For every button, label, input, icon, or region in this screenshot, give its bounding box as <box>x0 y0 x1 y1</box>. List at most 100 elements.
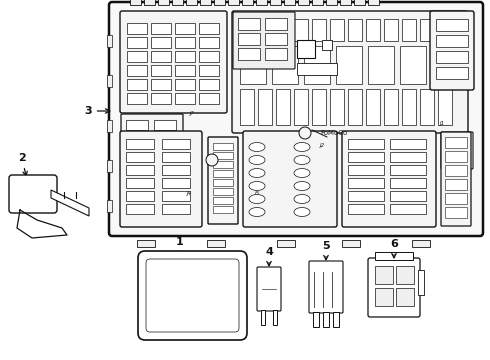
FancyBboxPatch shape <box>233 12 295 69</box>
Bar <box>126 204 154 214</box>
Bar <box>154 133 176 143</box>
Bar <box>107 200 112 212</box>
Ellipse shape <box>249 181 265 190</box>
Bar <box>256 0 267 5</box>
Bar <box>213 143 233 150</box>
Bar <box>294 19 308 41</box>
Bar <box>213 179 233 186</box>
Bar <box>312 19 326 41</box>
Bar <box>445 165 467 176</box>
Bar <box>348 19 362 41</box>
Bar <box>323 312 329 327</box>
Bar <box>368 46 394 84</box>
Bar <box>162 178 190 188</box>
Ellipse shape <box>294 168 310 177</box>
Text: J2: J2 <box>320 143 325 148</box>
Bar <box>445 151 467 162</box>
Bar <box>265 48 287 60</box>
Bar <box>199 37 219 48</box>
Bar <box>214 0 225 5</box>
Bar <box>297 40 315 58</box>
Bar <box>368 0 379 5</box>
Bar <box>213 197 233 204</box>
Bar <box>151 65 171 76</box>
Bar <box>154 146 176 156</box>
Bar <box>330 19 344 41</box>
Bar <box>396 288 414 306</box>
Bar <box>130 0 141 5</box>
FancyBboxPatch shape <box>232 11 468 133</box>
Bar <box>127 23 147 34</box>
Bar <box>144 0 155 5</box>
Bar <box>384 89 398 125</box>
Bar <box>396 266 414 284</box>
Ellipse shape <box>249 168 265 177</box>
Circle shape <box>198 288 222 312</box>
Bar <box>272 46 298 84</box>
Bar <box>107 75 112 87</box>
FancyBboxPatch shape <box>120 131 202 227</box>
FancyBboxPatch shape <box>120 11 227 113</box>
Text: J4: J4 <box>187 190 192 195</box>
Bar <box>348 152 384 162</box>
Bar <box>366 19 380 41</box>
Bar <box>126 152 154 162</box>
Bar <box>172 0 183 5</box>
Bar <box>273 310 277 325</box>
Bar <box>390 139 426 149</box>
Bar <box>402 89 416 125</box>
Bar <box>420 89 434 125</box>
Text: 4: 4 <box>265 247 273 266</box>
Bar <box>265 18 287 30</box>
Bar <box>348 89 362 125</box>
Bar <box>162 139 190 149</box>
Bar <box>436 51 468 63</box>
Bar <box>326 0 337 5</box>
Bar <box>175 51 195 62</box>
Text: J5: J5 <box>255 190 260 195</box>
Circle shape <box>192 282 228 318</box>
Ellipse shape <box>249 143 265 152</box>
FancyBboxPatch shape <box>342 131 436 227</box>
Bar <box>126 139 154 149</box>
Bar <box>298 0 309 5</box>
Bar <box>200 0 211 5</box>
Bar <box>175 93 195 104</box>
FancyBboxPatch shape <box>243 131 337 227</box>
Text: 2: 2 <box>18 153 27 176</box>
Bar <box>107 120 112 132</box>
FancyBboxPatch shape <box>309 261 343 313</box>
Bar <box>432 46 458 84</box>
FancyBboxPatch shape <box>430 11 474 90</box>
Bar <box>213 161 233 168</box>
FancyBboxPatch shape <box>441 132 471 226</box>
Bar <box>458 137 469 149</box>
Bar <box>297 63 337 75</box>
FancyBboxPatch shape <box>208 137 238 224</box>
Bar <box>199 93 219 104</box>
Bar <box>127 93 147 104</box>
Ellipse shape <box>249 156 265 165</box>
Bar <box>162 204 190 214</box>
Bar <box>258 89 272 125</box>
Bar <box>213 170 233 177</box>
Bar <box>186 0 197 5</box>
FancyBboxPatch shape <box>109 2 483 236</box>
FancyBboxPatch shape <box>9 175 57 213</box>
Text: 1: 1 <box>176 237 184 256</box>
Bar <box>390 152 426 162</box>
Bar <box>242 0 253 5</box>
Bar <box>126 191 154 201</box>
Bar <box>228 0 239 5</box>
Bar <box>322 40 332 50</box>
Bar <box>348 139 384 149</box>
Bar <box>154 120 176 130</box>
Bar <box>348 165 384 175</box>
Bar <box>445 193 467 204</box>
Bar <box>238 48 260 60</box>
Bar <box>390 204 426 214</box>
Ellipse shape <box>249 194 265 203</box>
FancyBboxPatch shape <box>257 267 281 311</box>
Ellipse shape <box>294 181 310 190</box>
FancyBboxPatch shape <box>16 183 50 205</box>
